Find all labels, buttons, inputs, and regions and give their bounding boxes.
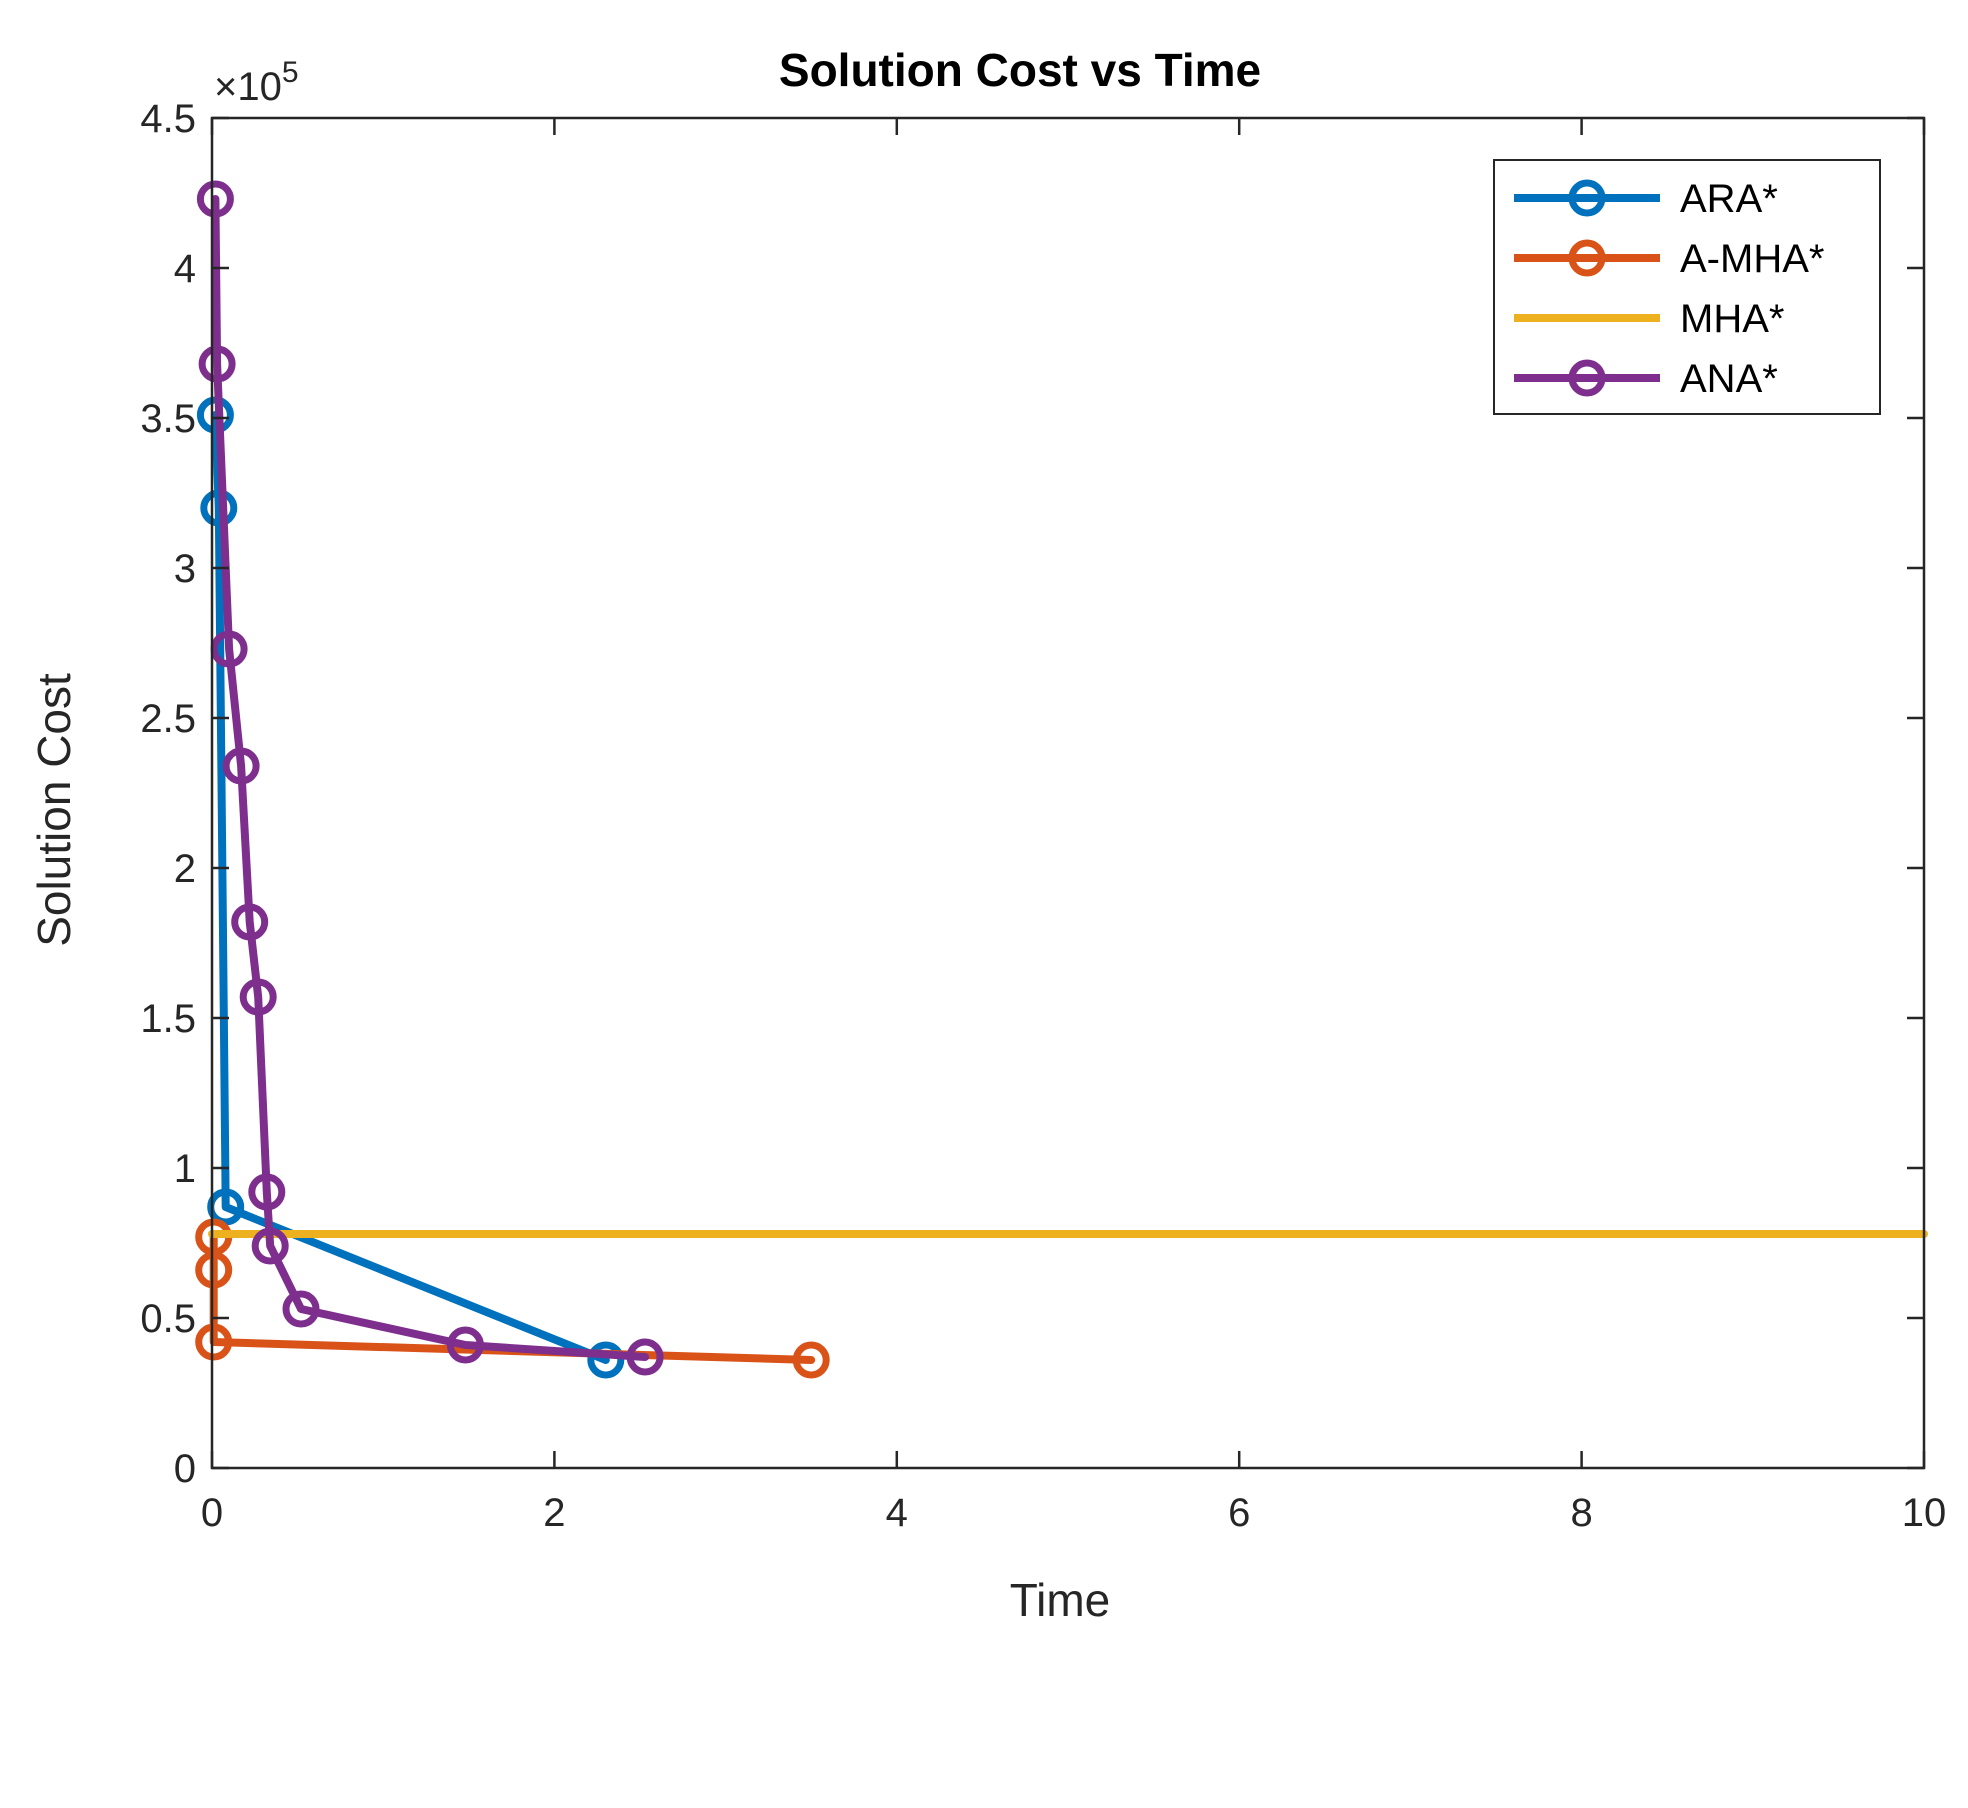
legend-label-1: A-MHA* [1680,237,1824,281]
y-axis-title: Solution Cost [28,673,80,947]
y-tick-label-4: 2 [174,847,196,891]
y-exponent-label: ×105 [214,56,299,109]
series-3-point-1 [198,345,236,383]
series-1-point-3 [792,1341,830,1379]
series-3-point-6 [248,1173,286,1211]
y-tick-label-1: 0.5 [140,1297,196,1341]
legend-label-2: MHA* [1680,297,1784,341]
legend-box [1493,159,1881,415]
series-line-0 [211,411,610,1364]
x-tick-label-1: 2 [543,1491,565,1535]
series-3-point-7 [251,1227,289,1265]
legend-label-0: ARA* [1680,177,1778,221]
series-0-point-2 [207,1188,245,1226]
x-tick-label-5: 10 [1902,1491,1947,1535]
series-layer [195,180,1928,1379]
legend-marker-3 [1568,359,1606,397]
series-3-point-10 [626,1338,664,1376]
x-tick-label-4: 8 [1570,1491,1592,1535]
series-3-point-5 [239,978,277,1016]
legend-marker-0 [1568,179,1606,217]
series-0 [196,396,625,1379]
y-tick-label-8: 4 [174,247,196,291]
series-3-point-3 [222,747,260,785]
y-tick-label-7: 3.5 [140,397,196,441]
series-0-point-3 [587,1341,625,1379]
legend-item-0: ARA* [1514,177,1778,221]
x-tick-label-2: 4 [886,1491,908,1535]
series-line-3 [211,195,650,1361]
legend-label-3: ANA* [1680,357,1778,401]
legend-marker-1 [1568,239,1606,277]
x-axis-title: Time [1010,1574,1111,1626]
y-exponent-base: ×10 [214,65,282,109]
axes-layer [210,116,1926,1470]
series-1-point-1 [195,1251,233,1289]
series-3-point-8 [282,1290,320,1328]
y-tick-label-0: 0 [174,1447,196,1491]
legend: ARA* A-MHA* MHA* ANA* [1493,159,1881,415]
y-tick-label-2: 1 [174,1147,196,1191]
axes-box [210,116,1926,1470]
ticks-layer: 0 2 4 6 8 10 0 0.5 1 1.5 2 2.5 3 3.5 4 4.5 [140,97,1946,1535]
y-tick-label-5: 2.5 [140,697,196,741]
y-tick-label-3: 1.5 [140,997,196,1041]
series-3-point-4 [231,903,269,941]
legend-item-3: ANA* [1514,357,1778,401]
y-exponent-power: 5 [282,56,299,89]
series-1-point-2 [195,1323,233,1361]
legend-item-1: A-MHA* [1514,237,1824,281]
series-3-point-9 [446,1326,484,1364]
series-3 [196,180,664,1376]
series-3-point-0 [196,180,234,218]
y-tick-label-9: 4.5 [140,97,196,141]
x-tick-label-3: 6 [1228,1491,1250,1535]
chart-title: Solution Cost vs Time [779,44,1261,96]
y-tick-label-6: 3 [174,547,196,591]
legend-item-2: MHA* [1514,297,1784,341]
series-3-point-2 [210,630,248,668]
x-tick-label-0: 0 [201,1491,223,1535]
